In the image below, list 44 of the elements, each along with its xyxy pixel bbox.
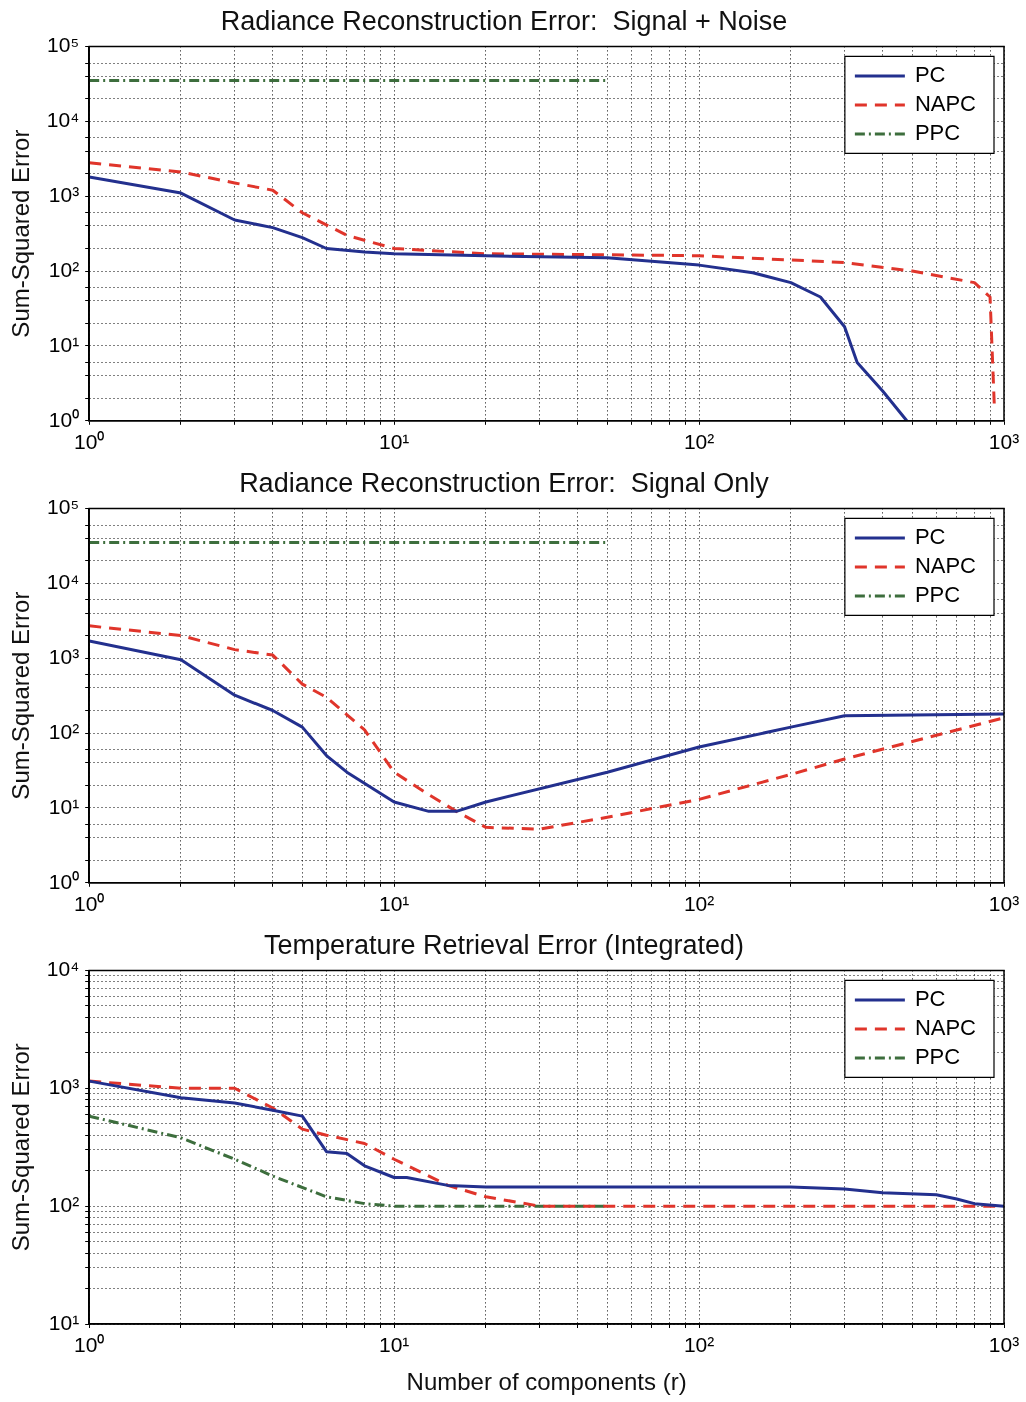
y-tick-label: 10³ xyxy=(48,644,80,668)
legend-label: PPC xyxy=(914,581,961,607)
x-tick-label: 10² xyxy=(683,1333,715,1357)
y-tick-label: 10¹ xyxy=(48,332,80,356)
x-axis-title: Number of components (r) xyxy=(406,1368,687,1396)
y-tick-label: 10² xyxy=(48,257,80,281)
legend-label: NAPC xyxy=(914,552,977,578)
y-tick-label: 10¹ xyxy=(48,1310,80,1334)
y-tick-label: 10³ xyxy=(48,182,80,206)
y-axis-title: Sum-Squared Error xyxy=(7,1043,35,1252)
legend-label: PPC xyxy=(914,119,961,145)
y-tick-label: 10⁴ xyxy=(46,570,80,594)
x-tick-label: 10³ xyxy=(988,430,1020,454)
legend-label: NAPC xyxy=(914,90,977,116)
x-tick-label: 10³ xyxy=(988,892,1020,916)
legend-label: NAPC xyxy=(914,1014,977,1040)
y-tick-label: 10² xyxy=(48,719,80,743)
y-tick-label: 10⁵ xyxy=(47,33,80,57)
x-tick-label: 10² xyxy=(683,430,715,454)
x-tick-label: 10⁰ xyxy=(74,430,105,454)
chart-title: Radiance Reconstruction Error: Signal + Noise xyxy=(220,5,788,36)
chart-title: Radiance Reconstruction Error: Signal Only xyxy=(239,467,770,498)
x-tick-label: 10¹ xyxy=(378,1333,410,1357)
y-tick-label: 10⁰ xyxy=(48,407,80,431)
y-axis-title: Sum-Squared Error xyxy=(7,129,35,338)
y-tick-label: 10⁴ xyxy=(46,957,80,981)
legend-label: PC xyxy=(914,985,946,1011)
y-tick-label: 10⁴ xyxy=(46,108,80,132)
y-tick-label: 10² xyxy=(48,1192,80,1216)
legend-label: PPC xyxy=(914,1043,961,1069)
x-tick-label: 10³ xyxy=(988,1333,1020,1357)
x-tick-label: 10¹ xyxy=(378,430,410,454)
x-tick-label: 10⁰ xyxy=(74,1333,105,1357)
x-tick-label: 10² xyxy=(683,892,715,916)
y-axis-title: Sum-Squared Error xyxy=(7,591,35,800)
x-tick-label: 10¹ xyxy=(378,892,410,916)
chart-title: Temperature Retrieval Error (Integrated) xyxy=(263,929,745,960)
y-tick-label: 10⁰ xyxy=(48,869,80,893)
y-tick-label: 10¹ xyxy=(48,794,80,818)
legend-label: PC xyxy=(914,61,946,87)
legend-label: PC xyxy=(914,523,946,549)
y-tick-label: 10³ xyxy=(48,1075,80,1099)
y-tick-label: 10⁵ xyxy=(47,495,80,519)
x-tick-label: 10⁰ xyxy=(74,892,105,916)
